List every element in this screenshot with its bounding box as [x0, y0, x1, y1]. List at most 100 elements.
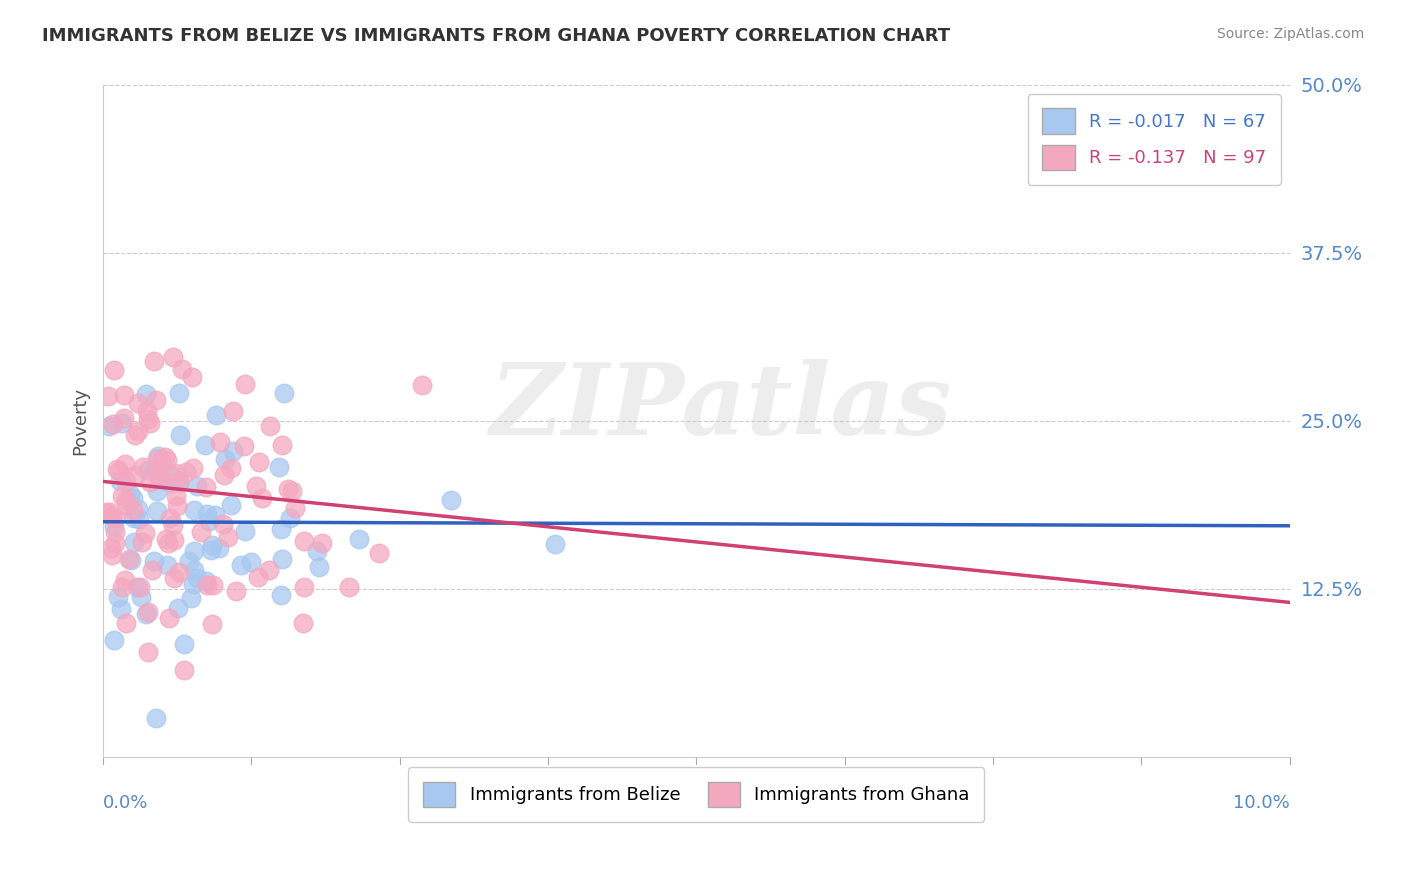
Point [136, 412, 159, 426]
Point [440, 492, 463, 507]
Point [115, 616, 138, 631]
Point [159, 511, 181, 525]
Point [131, 535, 153, 549]
Point [141, 563, 163, 577]
Point [201, 578, 224, 592]
Point [129, 580, 152, 594]
Text: ZIPatlas: ZIPatlas [489, 359, 952, 456]
Point [200, 543, 222, 558]
Point [136, 645, 159, 659]
Point [277, 482, 299, 496]
Point [292, 615, 315, 630]
Point [201, 538, 224, 552]
Point [163, 467, 186, 481]
Point [124, 467, 146, 482]
Point [145, 393, 167, 408]
Point [110, 602, 132, 616]
Point [128, 512, 150, 526]
Point [270, 588, 292, 602]
Point [212, 468, 235, 483]
Point [156, 453, 179, 467]
Point [176, 465, 198, 479]
Point [142, 554, 165, 568]
Point [169, 474, 191, 488]
Point [177, 554, 200, 568]
Text: 0.0%: 0.0% [103, 794, 149, 812]
Point [159, 610, 181, 624]
Point [118, 551, 141, 566]
Point [209, 435, 232, 450]
Point [180, 591, 202, 605]
Point [136, 606, 159, 620]
Point [249, 455, 271, 469]
Point [183, 563, 205, 577]
Point [115, 474, 138, 488]
Point [311, 536, 333, 550]
Point [269, 459, 291, 474]
Point [181, 576, 204, 591]
Point [208, 541, 231, 556]
Point [159, 467, 181, 482]
Point [204, 508, 226, 522]
Point [225, 584, 247, 599]
Point [98, 505, 121, 519]
Point [114, 492, 136, 507]
Point [294, 534, 316, 549]
Point [169, 475, 191, 489]
Point [159, 476, 181, 491]
Point [135, 607, 157, 621]
Point [148, 471, 170, 485]
Point [103, 519, 125, 533]
Point [103, 363, 125, 377]
Point [229, 558, 252, 573]
Point [146, 451, 169, 466]
Point [283, 501, 305, 516]
Point [195, 507, 218, 521]
Point [190, 525, 212, 540]
Point [127, 502, 149, 516]
Point [194, 480, 217, 494]
Point [217, 531, 239, 545]
Point [257, 563, 280, 577]
Point [108, 464, 131, 478]
Point [107, 590, 129, 604]
Y-axis label: Poverty: Poverty [72, 387, 89, 455]
Point [162, 533, 184, 547]
Point [292, 580, 315, 594]
Point [114, 458, 136, 472]
Point [169, 427, 191, 442]
Point [183, 544, 205, 558]
Point [127, 580, 149, 594]
Point [222, 444, 245, 458]
Point [273, 385, 295, 400]
Point [180, 370, 202, 384]
Text: Source: ZipAtlas.com: Source: ZipAtlas.com [1216, 27, 1364, 41]
Point [167, 385, 190, 400]
Point [94, 505, 117, 519]
Point [145, 711, 167, 725]
Point [200, 616, 222, 631]
Point [127, 424, 149, 438]
Legend: Immigrants from Belize, Immigrants from Ghana: Immigrants from Belize, Immigrants from … [409, 767, 984, 822]
Point [122, 503, 145, 517]
Point [212, 517, 235, 532]
Point [163, 571, 186, 585]
Point [98, 419, 121, 434]
Point [146, 503, 169, 517]
Point [222, 404, 245, 418]
Point [114, 388, 136, 402]
Point [124, 428, 146, 442]
Text: 10.0%: 10.0% [1233, 794, 1289, 812]
Point [169, 565, 191, 579]
Point [270, 522, 292, 536]
Point [162, 517, 184, 532]
Point [181, 460, 204, 475]
Point [146, 449, 169, 463]
Point [112, 410, 135, 425]
Point [108, 474, 131, 488]
Point [308, 560, 330, 574]
Point [114, 574, 136, 588]
Point [135, 386, 157, 401]
Point [347, 532, 370, 546]
Point [281, 484, 304, 499]
